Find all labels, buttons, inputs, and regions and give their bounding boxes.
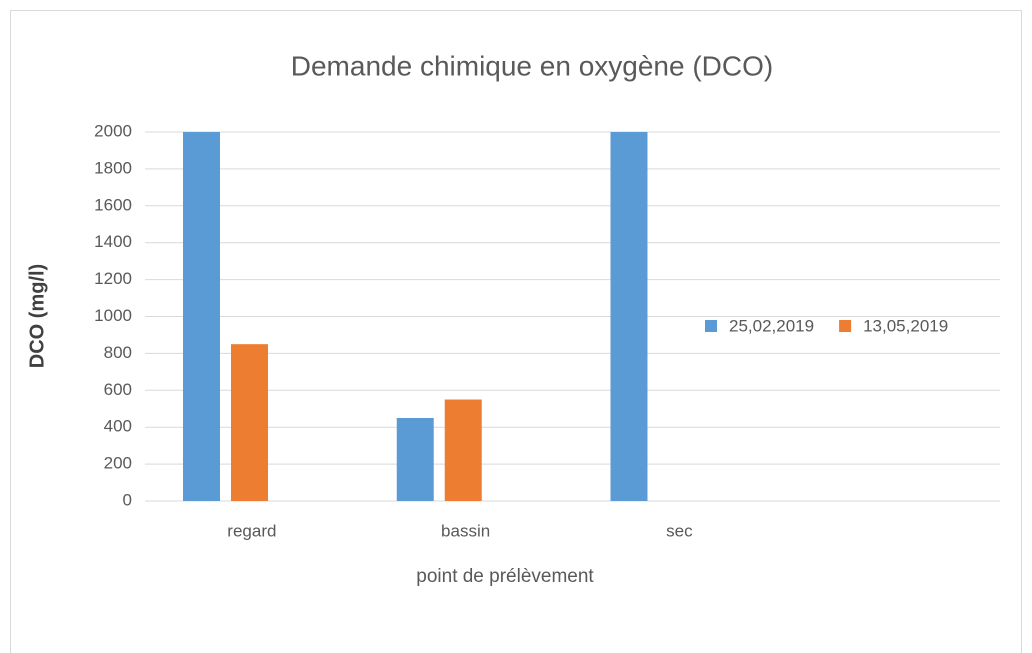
y-tick-label: 200: [104, 454, 132, 473]
y-tick-label: 1400: [94, 232, 132, 251]
bar: [444, 399, 482, 501]
y-tick-label: 800: [104, 343, 132, 362]
y-tick-label: 1800: [94, 158, 132, 177]
chart-border: [10, 10, 1022, 653]
x-tick-label: sec: [666, 521, 693, 540]
x-axis-title: point de prélèvement: [416, 566, 594, 587]
x-tick-label: bassin: [441, 521, 490, 540]
legend-label: 13,05,2019: [863, 316, 948, 335]
legend-swatch: [705, 320, 717, 332]
y-tick-label: 0: [123, 490, 132, 509]
x-tick-label: regard: [227, 521, 276, 540]
y-tick-label: 600: [104, 380, 132, 399]
y-tick-label: 1000: [94, 306, 132, 325]
y-tick-label: 1200: [94, 269, 132, 288]
y-tick-label: 400: [104, 417, 132, 436]
y-tick-label: 1600: [94, 195, 132, 214]
y-axis-title: DCO (mg/l): [26, 264, 48, 368]
legend-label: 25,02,2019: [729, 316, 814, 335]
y-tick-label: 2000: [94, 121, 132, 140]
legend-swatch: [839, 320, 852, 332]
chart-title: Demande chimique en oxygène (DCO): [291, 50, 773, 81]
bar: [183, 132, 220, 501]
bar: [610, 132, 648, 501]
bar: [231, 344, 268, 501]
bar: [396, 417, 434, 501]
